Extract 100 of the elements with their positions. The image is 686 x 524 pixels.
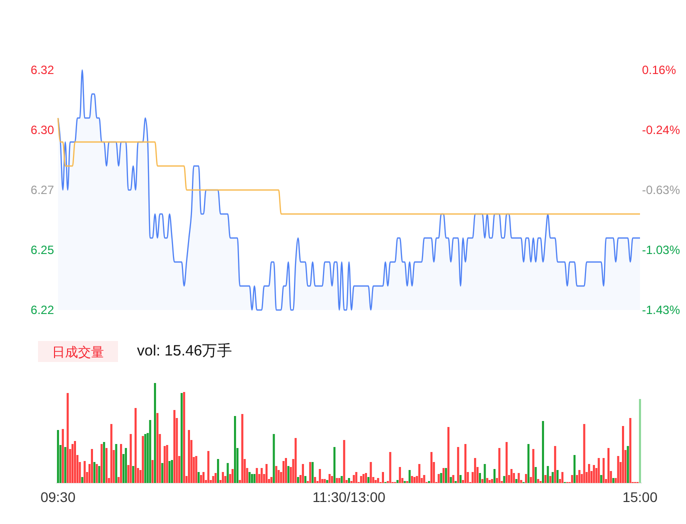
- bar: [134, 408, 137, 483]
- bar: [130, 434, 132, 483]
- bar: [326, 480, 328, 483]
- bar: [248, 472, 251, 483]
- bar: [232, 469, 234, 483]
- bar: [312, 462, 314, 483]
- bar: [195, 456, 198, 483]
- bar: [554, 446, 556, 483]
- bar: [444, 468, 448, 483]
- bar: [72, 444, 74, 483]
- bar: [333, 447, 336, 483]
- bar: [442, 468, 445, 483]
- bar: [452, 475, 454, 483]
- bar: [226, 463, 229, 483]
- bar: [270, 477, 272, 483]
- bar: [340, 476, 343, 483]
- y2-tick-label: -1.43%: [642, 303, 680, 318]
- bar: [491, 479, 494, 483]
- bar: [578, 470, 580, 483]
- bar: [304, 476, 306, 483]
- bar: [447, 427, 450, 483]
- bar: [124, 448, 127, 483]
- bar: [598, 458, 600, 483]
- bar: [200, 475, 202, 483]
- bar: [534, 467, 537, 483]
- bar: [352, 475, 355, 483]
- bar: [367, 477, 370, 483]
- text: 日成交量: [52, 344, 104, 360]
- bar: [217, 459, 220, 483]
- bar: [309, 462, 312, 483]
- bar: [284, 458, 287, 483]
- bar: [503, 476, 506, 483]
- bar: [241, 414, 244, 483]
- bar: [84, 461, 86, 483]
- bar: [198, 472, 200, 483]
- bar: [484, 464, 486, 483]
- bar: [98, 466, 100, 483]
- bar: [120, 444, 122, 483]
- bar: [389, 452, 392, 483]
- bar: [571, 475, 574, 483]
- bar: [602, 458, 605, 483]
- bar: [457, 447, 460, 483]
- bar: [338, 478, 340, 483]
- bar: [234, 416, 236, 483]
- bar: [180, 393, 183, 483]
- bar: [544, 475, 546, 483]
- bar: [506, 442, 508, 483]
- bar: [93, 462, 96, 483]
- bar: [382, 472, 384, 483]
- bar: [297, 477, 300, 483]
- bar: [166, 445, 168, 483]
- bar: [360, 476, 362, 483]
- bar: [250, 474, 254, 483]
- bar: [552, 472, 554, 483]
- bar: [132, 466, 134, 483]
- bar: [515, 479, 518, 483]
- bar: [202, 472, 205, 483]
- bar: [149, 420, 152, 483]
- bar: [183, 392, 186, 483]
- bar: [66, 393, 69, 483]
- bar: [546, 466, 549, 483]
- bar: [518, 473, 520, 483]
- bar: [224, 476, 226, 483]
- y-tick-label: 6.32: [30, 63, 54, 78]
- bar: [542, 421, 544, 483]
- bar: [152, 460, 154, 483]
- y2-tick-label: -0.24%: [642, 123, 680, 138]
- bar: [105, 448, 108, 483]
- bar: [142, 436, 144, 483]
- bar: [110, 424, 112, 483]
- bar: [600, 475, 602, 483]
- bar: [561, 472, 564, 483]
- bar: [493, 469, 496, 483]
- bar: [170, 460, 174, 483]
- bar: [638, 399, 642, 483]
- bar: [398, 467, 401, 483]
- bar: [556, 470, 559, 483]
- bar: [324, 479, 326, 483]
- y-tick-label: 6.25: [30, 243, 54, 258]
- bar: [423, 475, 426, 483]
- bar: [253, 474, 256, 483]
- bar: [330, 476, 334, 483]
- bar: [464, 444, 466, 483]
- bar: [607, 448, 610, 483]
- bar: [474, 458, 476, 483]
- bar: [56, 430, 60, 483]
- bar: [294, 438, 297, 483]
- bar: [336, 478, 338, 483]
- bar: [164, 446, 166, 483]
- bar: [144, 434, 146, 483]
- bar: [498, 448, 500, 483]
- bar: [302, 464, 304, 483]
- bar: [96, 464, 98, 483]
- bar: [622, 426, 624, 483]
- bar: [478, 473, 481, 483]
- bar: [629, 418, 632, 483]
- bar: [328, 474, 331, 483]
- bar: [377, 478, 380, 483]
- bar: [103, 442, 106, 483]
- bar: [626, 446, 629, 483]
